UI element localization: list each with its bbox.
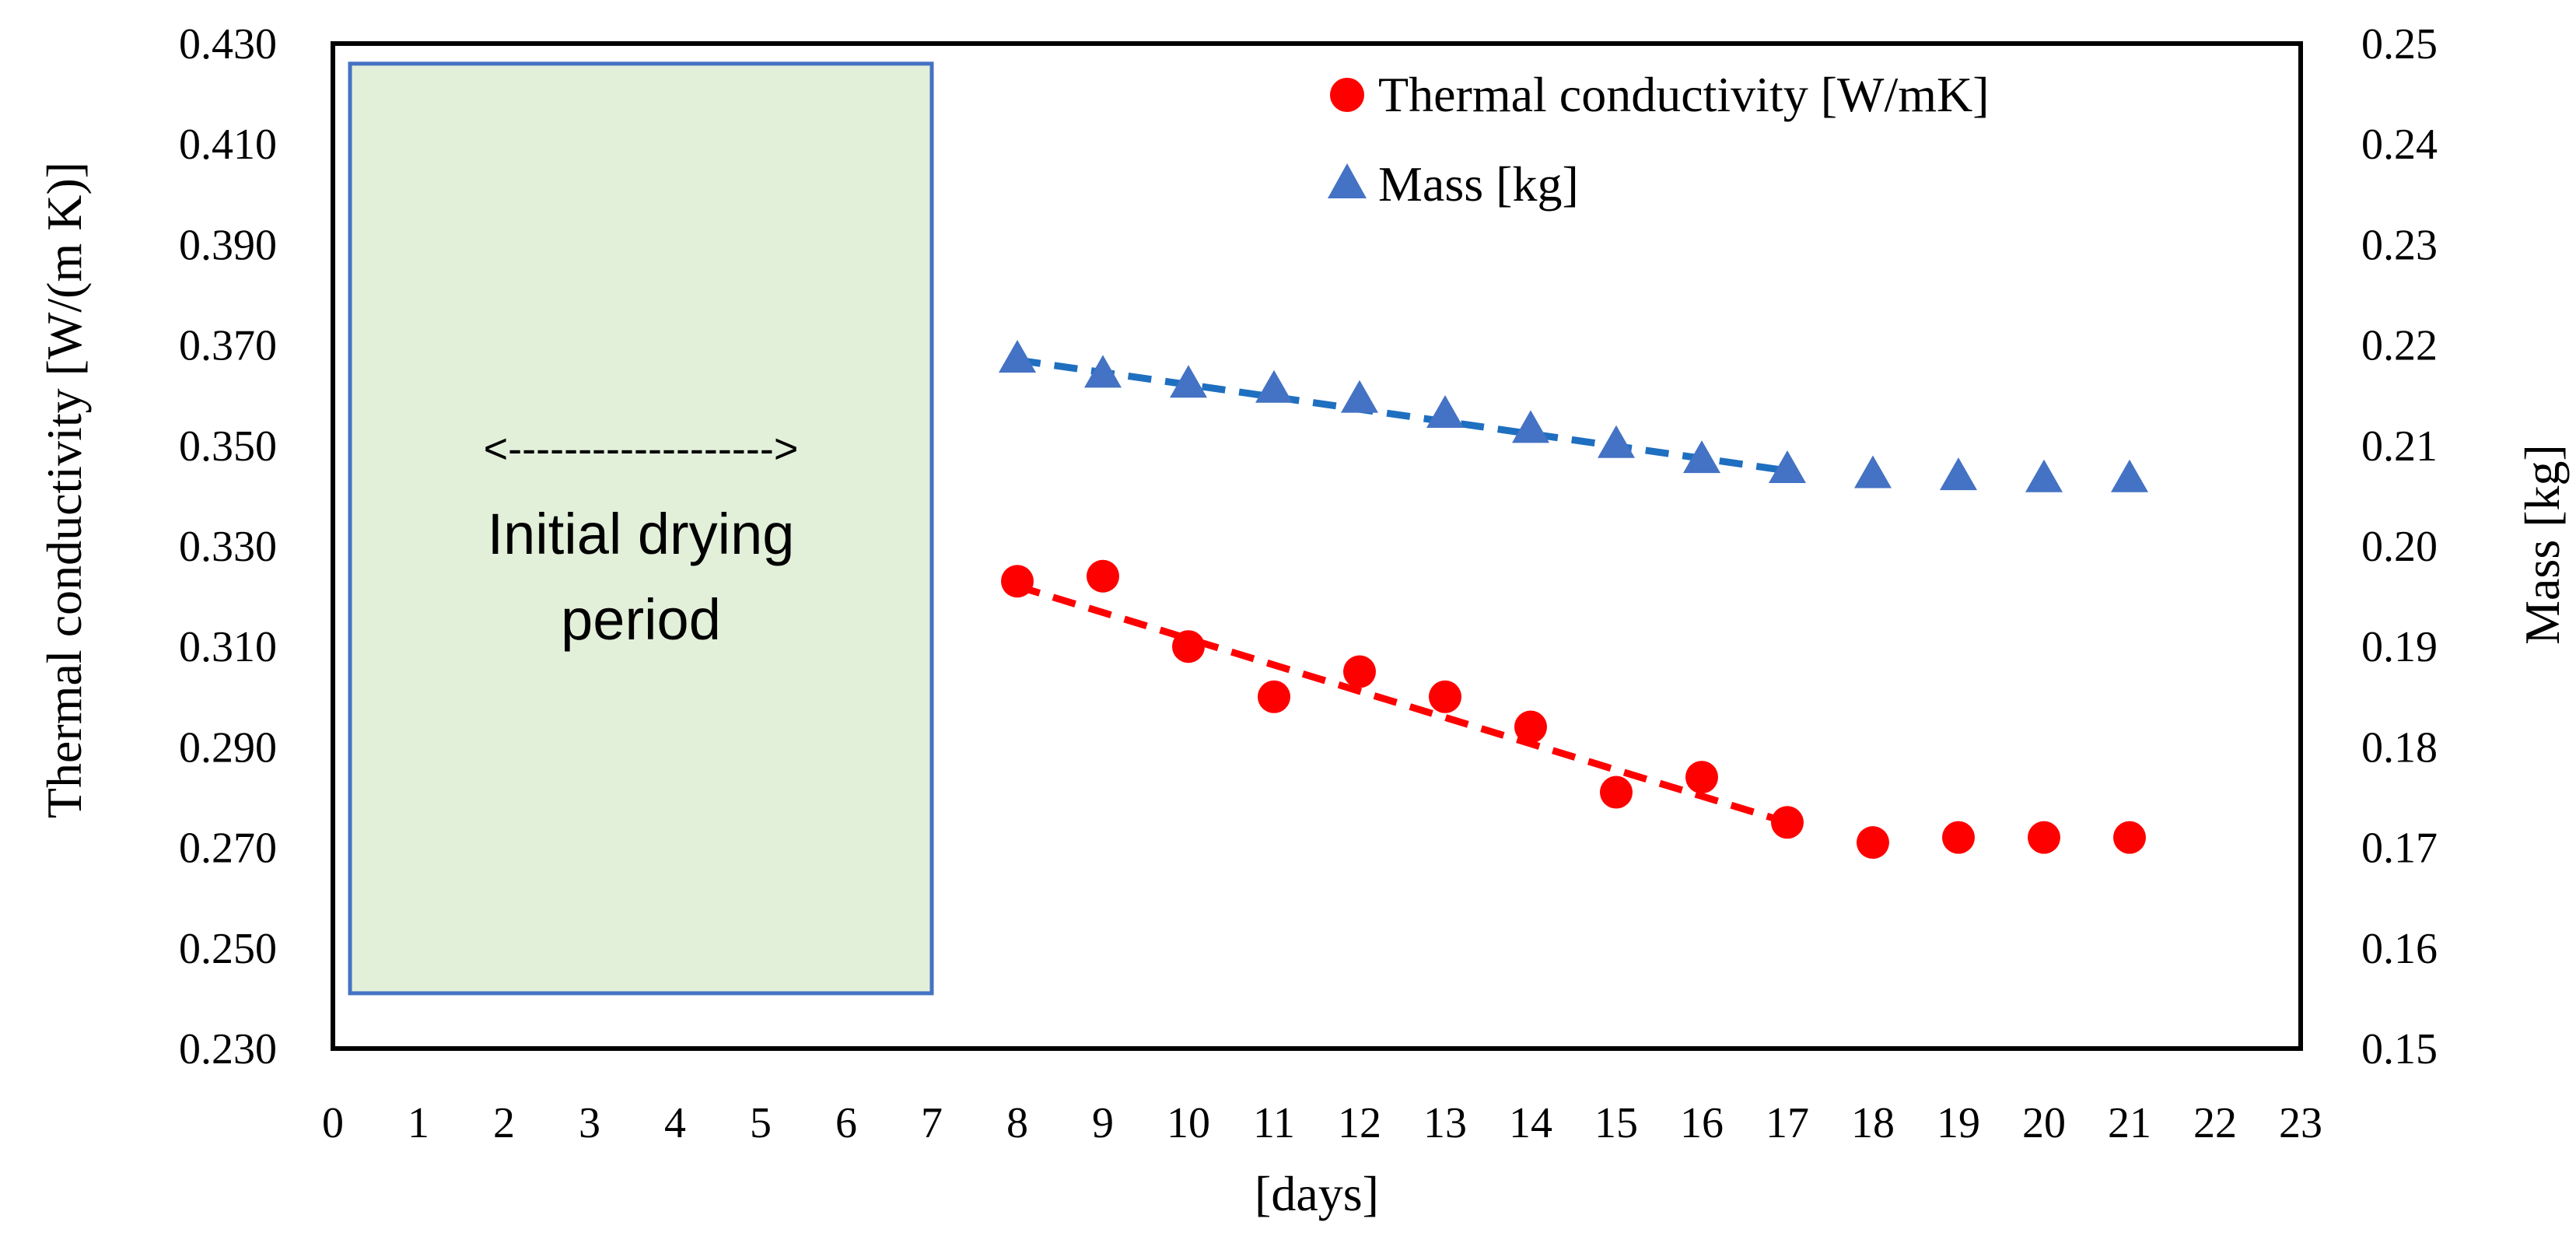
drying-period-label-line2: period [561,587,721,652]
y-right-axis-title: Mass [kg] [2515,444,2570,645]
x-tick-label: 18 [1851,1099,1895,1147]
x-tick-label: 13 [1423,1099,1467,1147]
thermal-conductivity-point [1087,559,1119,593]
mass-point [2025,459,2063,492]
x-tick-label: 2 [493,1099,515,1147]
thermal-conductivity-point [1001,565,1034,598]
thermal-conductivity-point [1685,761,1718,794]
trendlines [1016,356,1789,826]
y-left-axis-title: Thermal conductivity [W/(m K)] [37,162,92,818]
y-right-tick-label: 0.24 [2361,121,2438,169]
legend-label-mass: Mass [kg] [1378,156,1579,212]
y-right-axis-ticks: 0.15 0.16 0.17 0.18 0.19 0.20 0.21 0.22 0.23 0.24… [2361,20,2438,1073]
mass-point [1426,395,1464,428]
drying-period-label-line1: Initial drying [488,502,795,566]
legend-triangle-marker [1328,163,1367,198]
trendline-mass [1017,356,1788,474]
y-left-tick-label: 0.290 [179,723,277,772]
x-tick-label: 9 [1092,1099,1114,1147]
mass-point [1341,380,1378,413]
mass-point [1170,365,1207,398]
x-tick-label: 10 [1167,1099,1210,1147]
thermal-conductivity-point [1771,806,1804,839]
x-tick-label: 17 [1766,1099,1809,1147]
y-left-tick-label: 0.230 [179,1025,277,1073]
y-right-tick-label: 0.25 [2361,20,2438,68]
mass-point [1512,410,1549,443]
y-right-tick-label: 0.19 [2361,623,2438,671]
y-right-tick-label: 0.23 [2361,221,2438,269]
mass-point [999,339,1036,373]
y-right-tick-label: 0.18 [2361,723,2438,772]
y-left-tick-label: 0.430 [179,20,277,68]
y-left-tick-label: 0.390 [179,221,277,269]
thermal-conductivity-point [1172,630,1205,664]
thermal-conductivity-point [2113,821,2146,854]
x-tick-label: 16 [1680,1099,1724,1147]
trendline-thermal-conductivity [1016,583,1789,826]
thermal-conductivity-point [2028,821,2060,854]
thermal-conductivity-point [1258,680,1290,713]
x-tick-label: 8 [1006,1099,1028,1147]
y-left-tick-label: 0.270 [179,825,277,873]
legend-label-thermal-conductivity: Thermal conductivity [W/mK] [1378,67,1990,122]
x-axis-ticks: 0 1 2 3 4 5 6 7 8 9 10 11 12 13 14 15 16 17 18 19 20 21 22 23 [322,1099,2322,1147]
plot-area-frame [331,41,2303,1051]
mass-point [1940,457,1977,491]
drying-period-arrow: <-------------------> [484,425,799,472]
legend: Thermal conductivity [W/mK] Mass [kg] [1328,67,1990,212]
y-right-tick-label: 0.17 [2361,825,2438,873]
x-tick-label: 11 [1253,1099,1295,1147]
x-tick-label: 6 [835,1099,857,1147]
y-left-tick-label: 0.370 [179,322,277,370]
initial-drying-period-box [348,61,934,996]
thermal-conductivity-point [1514,710,1547,744]
data-markers [999,339,2148,860]
x-axis-title: [days] [1255,1166,1379,1221]
mass-point [1255,369,1293,403]
x-tick-label: 15 [1594,1099,1638,1147]
x-tick-label: 19 [1937,1099,1980,1147]
y-left-tick-label: 0.350 [179,422,277,471]
y-right-tick-label: 0.15 [2361,1025,2438,1073]
x-tick-label: 5 [750,1099,772,1147]
y-right-tick-label: 0.16 [2361,925,2438,973]
x-tick-label: 4 [664,1099,686,1147]
legend-circle-marker [1330,78,1364,112]
mass-point [1683,440,1720,474]
y-left-tick-label: 0.250 [179,925,277,973]
x-tick-label: 14 [1509,1099,1552,1147]
y-right-tick-label: 0.21 [2361,422,2438,471]
mass-point [2111,459,2148,492]
thermal-conductivity-point [1343,655,1376,688]
x-tick-label: 0 [322,1099,344,1147]
x-tick-label: 7 [921,1099,943,1147]
y-left-tick-label: 0.310 [179,623,277,671]
x-tick-label: 1 [408,1099,429,1147]
y-left-tick-label: 0.330 [179,523,277,571]
thermal-conductivity-point [1429,680,1461,713]
mass-point [1598,425,1635,458]
x-tick-label: 21 [2108,1099,2151,1147]
thermal-conductivity-point [1857,826,1889,860]
y-left-axis-ticks: 0.230 0.250 0.270 0.290 0.310 0.330 0.350 0.370… [179,20,277,1073]
x-tick-label: 20 [2022,1099,2066,1147]
mass-point [1854,455,1892,488]
x-tick-label: 3 [579,1099,600,1147]
thermal-conductivity-point [1600,776,1633,809]
mass-point [1084,355,1122,388]
y-right-tick-label: 0.22 [2361,322,2438,370]
y-left-tick-label: 0.410 [179,121,277,169]
x-tick-label: 23 [2279,1099,2322,1147]
x-tick-label: 22 [2193,1099,2237,1147]
thermal-conductivity-point [1942,821,1975,854]
y-right-tick-label: 0.20 [2361,523,2438,571]
x-tick-label: 12 [1338,1099,1381,1147]
mass-point [1769,450,1806,484]
